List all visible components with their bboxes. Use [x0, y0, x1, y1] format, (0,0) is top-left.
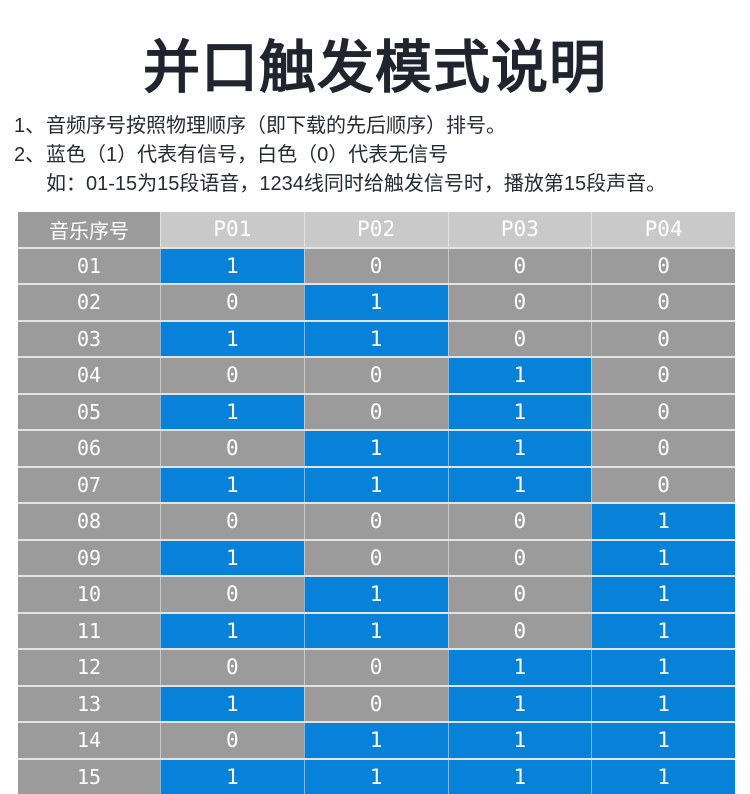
row-label-cell: 05 [18, 394, 160, 429]
row-label-cell: 03 [18, 321, 160, 356]
header-cell-p02: P02 [303, 212, 448, 247]
signal-cell-p04: 0 [591, 394, 735, 429]
signal-cell-p03: 1 [447, 650, 592, 685]
signal-cell-p02: 0 [303, 504, 448, 539]
signal-cell-p03: 1 [447, 394, 592, 429]
signal-cell-p04: 1 [591, 686, 735, 721]
signal-cell-p01: 0 [160, 285, 304, 320]
header-cell-p04: P04 [591, 212, 735, 247]
signal-cell-p02: 0 [303, 540, 448, 575]
signal-cell-p04: 0 [591, 285, 735, 320]
signal-cell-p02: 1 [303, 431, 448, 466]
page-title: 并口触发模式说明 [143, 36, 607, 100]
signal-cell-p02: 0 [303, 650, 448, 685]
signal-cell-p02: 1 [303, 285, 448, 320]
row-label-cell: 13 [18, 686, 160, 721]
note-line: 音频序号按照物理顺序（即下载的先后顺序）排号。 [46, 115, 506, 137]
signal-cell-p02: 1 [303, 759, 448, 794]
signal-cell-p01: 0 [160, 577, 304, 612]
signal-cell-p03: 0 [447, 248, 592, 283]
signal-cell-p04: 0 [591, 358, 735, 393]
row-label-cell: 06 [18, 431, 160, 466]
signal-cell-p01: 1 [160, 467, 304, 502]
signal-cell-p01: 1 [160, 540, 304, 575]
signal-cell-p01: 1 [160, 248, 304, 283]
row-label-cell: 04 [18, 358, 160, 393]
note-marker: 2、 [14, 144, 46, 166]
signal-cell-p04: 0 [591, 321, 735, 356]
row-label-cell: 15 [18, 759, 160, 794]
signal-cell-p03: 0 [447, 540, 592, 575]
signal-cell-p03: 1 [447, 686, 592, 721]
row-label-cell: 10 [18, 577, 160, 612]
signal-cell-p03: 0 [447, 577, 592, 612]
signal-cell-p02: 1 [303, 723, 448, 758]
signal-cell-p03: 1 [447, 431, 592, 466]
note-item-2: 2、 蓝色（1）代表有信号，白色（0）代表无信号 如：01-15为15段语音，1… [14, 141, 738, 199]
signal-cell-p04: 0 [591, 431, 735, 466]
row-label-cell: 01 [18, 248, 160, 283]
header-cell-p01: P01 [160, 212, 304, 247]
signal-cell-p02: 0 [303, 686, 448, 721]
row-label-cell: 08 [18, 504, 160, 539]
header-cell-music-index: 音乐序号 [18, 212, 160, 247]
signal-cell-p02: 1 [303, 577, 448, 612]
signal-cell-p02: 0 [303, 394, 448, 429]
signal-cell-p03: 1 [447, 723, 592, 758]
signal-cell-p04: 1 [591, 613, 735, 648]
signal-cell-p01: 1 [160, 613, 304, 648]
signal-cell-p03: 1 [447, 467, 592, 502]
signal-cell-p04: 0 [591, 248, 735, 283]
note-item-1: 1、 音频序号按照物理顺序（即下载的先后顺序）排号。 [14, 112, 738, 141]
signal-cell-p04: 1 [591, 577, 735, 612]
signal-cell-p04: 1 [591, 540, 735, 575]
signal-cell-p03: 0 [447, 285, 592, 320]
signal-cell-p02: 1 [303, 613, 448, 648]
signal-cell-p01: 1 [160, 394, 304, 429]
signal-cell-p04: 1 [591, 759, 735, 794]
signal-cell-p03: 1 [447, 759, 592, 794]
signal-cell-p03: 0 [447, 504, 592, 539]
row-label-cell: 07 [18, 467, 160, 502]
signal-cell-p04: 0 [591, 467, 735, 502]
row-label-cell: 11 [18, 613, 160, 648]
signal-cell-p01: 0 [160, 723, 304, 758]
signal-cell-p03: 0 [447, 321, 592, 356]
note-line: 如：01-15为15段语音，1234线同时给触发信号时，播放第15段声音。 [46, 173, 667, 195]
signal-cell-p01: 0 [160, 504, 304, 539]
signal-cell-p01: 1 [160, 759, 304, 794]
note-line: 蓝色（1）代表有信号，白色（0）代表无信号 [46, 144, 449, 166]
signal-cell-p01: 0 [160, 358, 304, 393]
signal-cell-p04: 1 [591, 650, 735, 685]
row-label-cell: 14 [18, 723, 160, 758]
signal-cell-p02: 1 [303, 467, 448, 502]
note-marker: 1、 [14, 115, 46, 137]
row-label-cell: 09 [18, 540, 160, 575]
signal-cell-p04: 1 [591, 504, 735, 539]
notes-list: 1、 音频序号按照物理顺序（即下载的先后顺序）排号。 2、 蓝色（1）代表有信号… [14, 112, 738, 199]
signal-cell-p04: 1 [591, 723, 735, 758]
row-label-cell: 12 [18, 650, 160, 685]
signal-cell-p01: 0 [160, 431, 304, 466]
signal-cell-p01: 1 [160, 321, 304, 356]
signal-cell-p03: 1 [447, 358, 592, 393]
signal-cell-p01: 0 [160, 650, 304, 685]
row-label-cell: 02 [18, 285, 160, 320]
signal-cell-p01: 1 [160, 686, 304, 721]
header-cell-p03: P03 [447, 212, 592, 247]
signal-table: 音乐序号 P01 P02 P03 P04 01 1 0 0 0 02 0 1 0 0 03 1 1 0 0 0… [18, 212, 735, 794]
signal-cell-p02: 0 [303, 358, 448, 393]
signal-cell-p03: 0 [447, 613, 592, 648]
signal-cell-p02: 1 [303, 321, 448, 356]
signal-cell-p02: 0 [303, 248, 448, 283]
